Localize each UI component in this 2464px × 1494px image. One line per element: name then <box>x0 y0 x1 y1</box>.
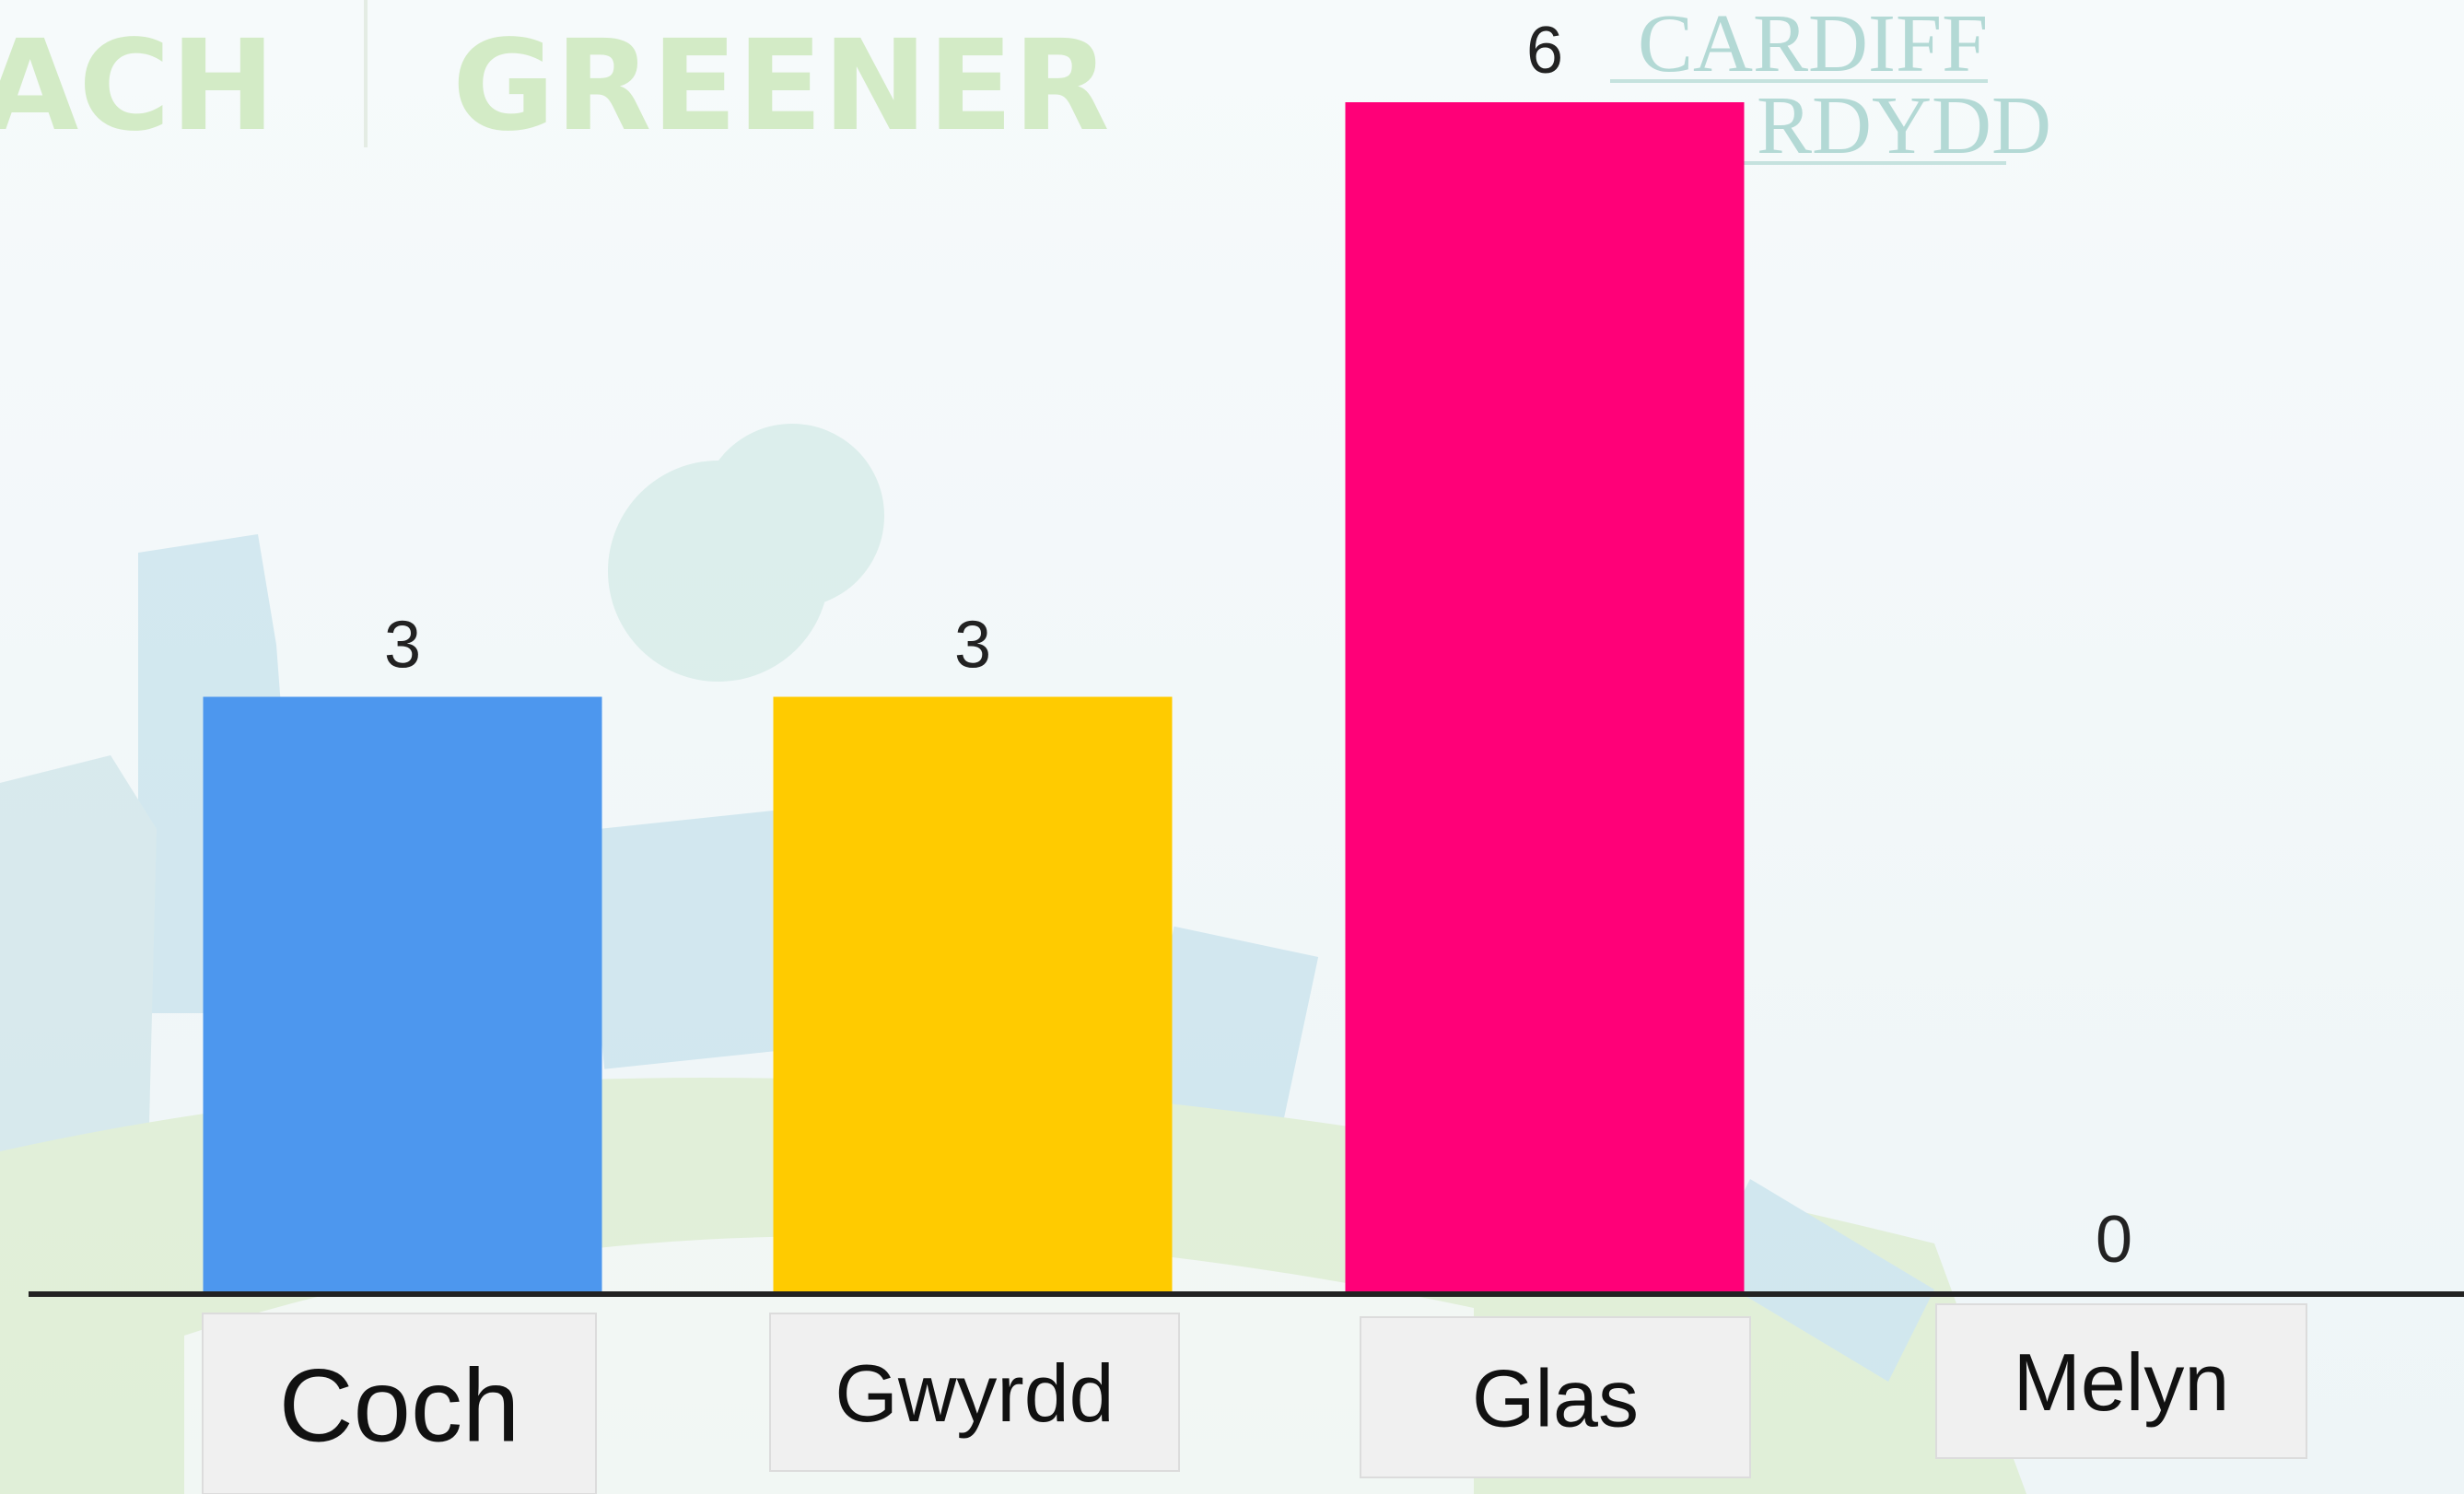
bar <box>203 696 602 1291</box>
x-tick-label: Melyn <box>2014 1336 2230 1428</box>
background-text: GREENER <box>452 14 1110 159</box>
value-label: 3 <box>954 609 991 683</box>
background-text: CARDIFF <box>1638 0 1988 89</box>
plot: 3 3 6 0 Coch Gwyrdd Glas Melyn <box>29 14 2464 1494</box>
background-text: RDYDD <box>1757 80 2051 171</box>
bar <box>1345 102 1745 1291</box>
bar <box>773 696 1173 1291</box>
value-label: 0 <box>2096 1203 2132 1277</box>
background-text: ACH <box>0 14 275 159</box>
x-tick-label: Coch <box>279 1348 520 1463</box>
value-label: 6 <box>1526 14 1563 88</box>
category-box <box>1360 1316 1751 1478</box>
category-box <box>769 1313 1180 1472</box>
x-tick-label: Glas <box>1472 1353 1639 1444</box>
value-label: 3 <box>384 609 421 683</box>
x-tick-label: Gwyrdd <box>835 1348 1114 1439</box>
category-box <box>202 1313 597 1494</box>
category-box <box>1935 1303 2307 1459</box>
